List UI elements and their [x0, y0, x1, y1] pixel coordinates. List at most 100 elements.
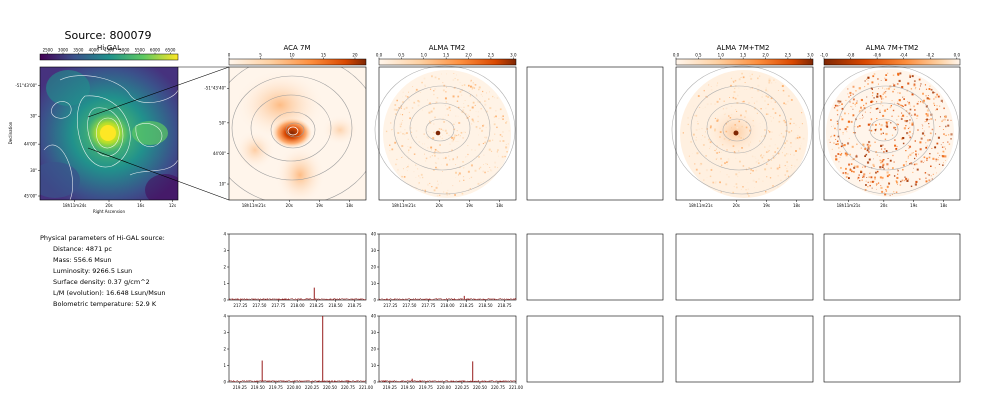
colorbar-tick-label: -0.2 [926, 53, 934, 58]
noise-speckle [883, 91, 886, 94]
noise-speckle [769, 177, 772, 179]
spectrum-y-tick-label: 2 [223, 264, 226, 269]
noise-speckle [944, 118, 946, 121]
noise-speckle [882, 144, 884, 146]
noise-speckle [754, 187, 755, 188]
map-x-tick-label: 20s [436, 203, 443, 208]
noise-speckle [393, 108, 396, 111]
noise-speckle [871, 88, 873, 90]
noise-speckle [862, 143, 865, 146]
noise-speckle [745, 189, 747, 191]
noise-speckle [460, 106, 462, 108]
noise-speckle [935, 109, 936, 111]
noise-speckle [480, 108, 482, 110]
noise-speckle [404, 134, 405, 136]
noise-speckle [425, 157, 428, 160]
noise-speckle [462, 137, 464, 139]
noise-speckle [725, 183, 728, 186]
noise-speckle [839, 105, 841, 106]
noise-speckle [910, 88, 913, 90]
noise-speckle [438, 78, 440, 80]
noise-speckle [911, 163, 913, 165]
noise-speckle [875, 183, 878, 185]
noise-speckle [709, 125, 712, 128]
noise-speckle [902, 105, 904, 108]
noise-speckle [462, 109, 465, 111]
noise-speckle [497, 149, 499, 152]
noise-speckle [881, 160, 884, 163]
noise-speckle [787, 95, 790, 97]
noise-speckle [496, 151, 498, 153]
noise-speckle [901, 108, 903, 109]
noise-speckle [478, 86, 481, 89]
noise-speckle [406, 167, 407, 168]
noise-speckle [733, 91, 736, 93]
noise-speckle [902, 136, 905, 140]
noise-speckle [924, 172, 927, 174]
noise-speckle [470, 176, 473, 179]
noise-speckle [492, 95, 494, 98]
noise-speckle [926, 181, 928, 182]
higal-panel: Hi-GAL 2500 3000 3500 4000 4500 5000 5500 6000 6… [8, 44, 230, 214]
noise-speckle [421, 143, 423, 145]
noise-speckle [456, 74, 457, 76]
noise-speckle [767, 103, 769, 106]
noise-speckle [712, 181, 715, 184]
spectrum-x-tick-label: 218.25 [460, 303, 474, 308]
noise-speckle [474, 87, 476, 89]
noise-speckle [431, 185, 433, 188]
noise-speckle [723, 138, 726, 140]
noise-speckle [737, 175, 739, 178]
noise-speckle [917, 129, 919, 131]
noise-speckle [920, 137, 923, 140]
noise-speckle [433, 131, 435, 134]
noise-speckle [770, 116, 772, 117]
noise-speckle [742, 186, 744, 188]
noise-speckle [446, 194, 448, 196]
noise-speckle [873, 180, 875, 182]
physical-parameters: Physical parameters of Hi-GAL source: Di… [40, 234, 166, 308]
noise-speckle [504, 155, 506, 158]
noise-speckle [732, 80, 734, 82]
noise-speckle [704, 106, 706, 108]
noise-speckle [459, 136, 461, 138]
noise-speckle [502, 115, 504, 117]
map-x-tick-label: 19s [910, 203, 917, 208]
noise-speckle [402, 156, 404, 158]
noise-speckle [944, 115, 947, 118]
noise-speckle [732, 81, 735, 83]
map-x-tick-label: 20s [286, 203, 293, 208]
noise-speckle [738, 135, 741, 138]
noise-speckle [396, 158, 398, 161]
noise-speckle [431, 186, 432, 188]
noise-speckle [433, 169, 435, 171]
noise-speckle [417, 99, 420, 102]
noise-speckle [436, 194, 439, 197]
noise-speckle [853, 132, 855, 133]
noise-speckle [705, 155, 707, 157]
combined-image [671, 65, 813, 200]
colorbar-tick-label: 10 [289, 53, 295, 58]
noise-speckle [842, 134, 844, 135]
noise-speckle [710, 86, 712, 87]
noise-speckle [742, 165, 745, 167]
noise-speckle [888, 174, 891, 176]
noise-speckle [700, 139, 702, 141]
noise-speckle [837, 153, 840, 155]
noise-speckle [886, 174, 888, 176]
noise-speckle [765, 95, 768, 97]
noise-speckle [925, 88, 928, 90]
colorbar-tick-label: 1.0 [718, 53, 725, 58]
combined-negative-panel: ALMA 7M+TM2 -1.0 -0.8 -0.6 -0.4 -0.2 0.0 18h1… [818, 44, 960, 208]
tm2-colorbar [378, 58, 517, 66]
noise-speckle [720, 191, 722, 193]
noise-speckle [453, 123, 455, 125]
noise-speckle [400, 107, 402, 109]
noise-speckle [493, 116, 495, 118]
noise-speckle [415, 102, 416, 104]
noise-speckle [866, 143, 869, 146]
noise-speckle [927, 108, 929, 110]
noise-speckle [490, 169, 493, 172]
noise-speckle [739, 91, 741, 93]
